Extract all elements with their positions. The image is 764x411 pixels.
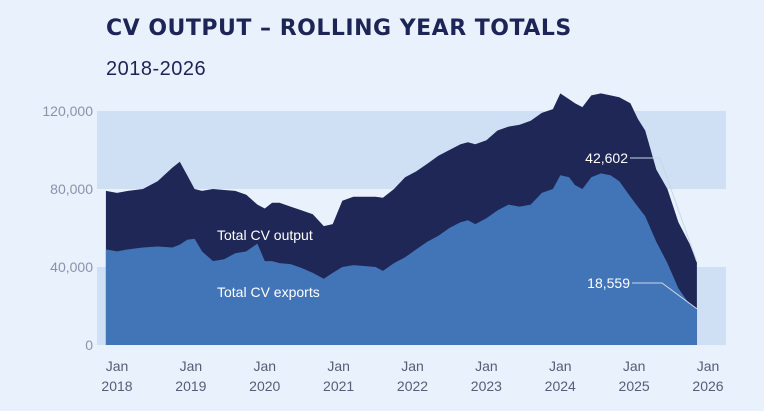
annotation-value-label: 42,602 <box>585 150 628 166</box>
x-tick-label: 2023 <box>471 378 502 394</box>
x-tick-label: 2026 <box>692 378 723 394</box>
x-tick-label: 2020 <box>249 378 280 394</box>
x-tick-label: Jan <box>106 358 129 374</box>
x-tick-label: Jan <box>180 358 203 374</box>
area-series <box>105 93 697 346</box>
annotation-leaders <box>630 157 698 310</box>
series-labels: 42,602 18,559 Total CV output Total CV expo… <box>217 150 630 300</box>
x-tick-label: Jan <box>623 358 646 374</box>
x-tick-label: Jan <box>475 358 498 374</box>
x-tick-label: Jan <box>401 358 424 374</box>
x-tick-label: 2019 <box>175 378 206 394</box>
chart-subtitle: 2018-2026 <box>106 58 207 80</box>
area-total-cv-exports <box>105 173 697 345</box>
x-axis: Jan 2018 Jan 2019 Jan 2020 Jan 2021 Jan 2022 Jan 20… <box>101 358 723 394</box>
y-axis: 0 40,000 80,000 120,000 <box>42 103 93 353</box>
chart-title: CV OUTPUT – ROLLING YEAR TOTALS <box>106 16 572 41</box>
x-tick-label: Jan <box>327 358 350 374</box>
y-tick-label: 0 <box>85 337 93 353</box>
y-tick-label: 40,000 <box>50 259 93 275</box>
x-tick-label: 2022 <box>397 378 428 394</box>
series-label: Total CV output <box>217 227 313 243</box>
annotation-leader-line <box>632 282 698 310</box>
x-tick-label: 2021 <box>323 378 354 394</box>
x-tick-label: Jan <box>253 358 276 374</box>
x-tick-label: Jan <box>697 358 720 374</box>
y-tick-label: 80,000 <box>50 181 93 197</box>
x-tick-label: Jan <box>549 358 572 374</box>
annotation-leader-line <box>630 157 698 263</box>
series-label: Total CV exports <box>217 284 320 300</box>
x-tick-label: 2024 <box>545 378 576 394</box>
x-tick-label: 2025 <box>619 378 650 394</box>
annotation-value-label: 18,559 <box>587 275 630 291</box>
y-tick-label: 120,000 <box>42 103 93 119</box>
x-tick-label: 2018 <box>101 378 132 394</box>
